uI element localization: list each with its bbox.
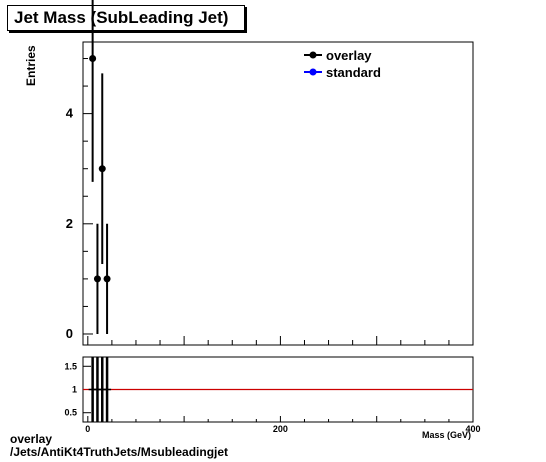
legend-marker-standard [309,68,317,76]
overlay-data-point [93,275,101,283]
ratio-y-tick-label: 0.5 [64,408,77,418]
x-tick-label: 400 [465,424,480,434]
footer-overlay-label: overlay [10,432,53,446]
overlay-data-point [98,165,106,173]
chart-title: Jet Mass (SubLeading Jet) [14,8,229,27]
legend-label-standard: standard [326,65,381,80]
ratio-y-tick-label: 1.5 [64,361,77,371]
legend-label-overlay: overlay [326,48,372,63]
footer-histogram-path: /Jets/AntiKt4TruthJets/Msubleadingjet [10,445,229,459]
overlay-data-point [103,275,111,283]
main-plot-frame [82,41,474,346]
x-tick-label: 0 [85,424,90,434]
x-tick-label: 200 [273,424,288,434]
x-axis-label: Mass (GeV) [422,430,471,440]
ratio-y-tick-label: 1 [72,385,77,395]
y-tick-label: 2 [66,216,73,231]
y-tick-label: 4 [66,106,74,121]
overlay-data-point [89,55,97,63]
chart-title-box: Jet Mass (SubLeading Jet) [7,5,245,31]
y-tick-label: 0 [66,326,73,341]
legend-marker-overlay [309,51,317,59]
